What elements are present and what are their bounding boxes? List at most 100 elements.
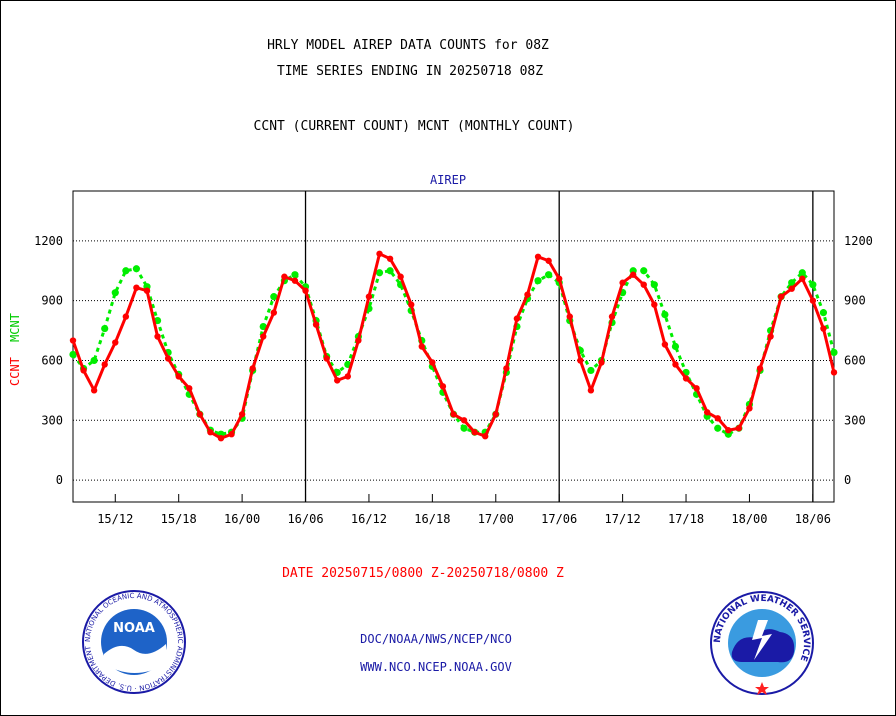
ccnt-point [555,275,563,282]
mcnt-point [386,267,394,275]
ccnt-point [703,409,711,416]
y-tick-label-left: 1200 [34,234,63,248]
ccnt-point [460,417,468,424]
ccnt-point [249,365,256,372]
x-tick-label: 17/18 [668,512,704,526]
ccnt-point [217,435,225,442]
ccnt-point [355,337,362,344]
y-tick-label-left: 600 [41,353,63,367]
ccnt-point [291,277,299,284]
mcnt-point [714,424,722,432]
mcnt-point [132,265,141,273]
ccnt-point [471,429,478,436]
x-tick-label: 18/00 [731,512,767,526]
x-tick-label: 17/12 [605,512,641,526]
ccnt-series [69,250,838,442]
ccnt-point [482,433,489,440]
ccnt-point [682,375,690,382]
ccnt-point [302,287,309,294]
noaa-wordmark: NOAA [113,621,155,636]
ccnt-point [756,365,764,372]
mcnt-point [640,267,648,275]
mcnt-point [101,324,109,333]
mcnt-point [291,271,299,279]
ccnt-point [503,365,510,372]
website-link[interactable]: WWW.NCO.NCEP.NOAA.GOV [360,660,512,674]
mcnt-point [259,322,267,331]
ccnt-point [186,385,193,392]
ccnt-point [439,383,447,390]
mcnt-point [460,424,468,432]
ccnt-point [651,301,658,308]
mcnt-point [375,269,384,277]
ccnt-point [334,377,341,384]
org-path-link[interactable]: DOC/NOAA/NWS/NCEP/NCO [360,632,512,646]
x-tick-label: 16/12 [351,512,387,526]
ccnt-point [640,281,647,288]
plot-area [72,190,835,503]
ccnt-point [598,359,605,366]
y-tick-label-left: 900 [41,294,63,308]
ccnt-point [608,313,616,320]
ccnt-point [312,321,320,328]
ccnt-point [196,411,204,418]
y-ticks-right: 0 300 600 900 1200 [844,234,873,487]
mcnt-point [122,267,130,275]
ccnt-point [112,339,119,346]
mcnt-point [650,281,658,289]
mcnt-point [111,289,119,297]
mcnt-point [671,342,680,351]
ccnt-point [376,250,383,257]
mcnt-point [798,269,806,277]
ccnt-point [281,273,288,280]
ccnt-point [524,291,531,298]
x-tick-label: 16/18 [414,512,450,526]
mcnt-point [270,293,278,301]
ccnt-point [80,367,87,374]
y-ticks-left: 0 300 600 900 1200 [34,234,63,487]
ccnt-point [777,293,785,300]
mcnt-point [830,348,838,357]
ccnt-point [408,301,415,308]
ccnt-point [101,361,108,368]
y-tick-label-right: 900 [844,294,866,308]
ccnt-point [513,315,521,322]
ccnt-point [788,285,795,292]
ccnt-point [344,373,352,380]
ccnt-point [725,427,732,434]
x-tick-label: 18/06 [795,512,831,526]
ccnt-point [386,255,394,262]
chart-subtitle: TIME SERIES ENDING IN 20250718 08Z [276,64,544,79]
ccnt-point [143,287,151,294]
ccnt-line [71,252,836,440]
y-tick-label-right: 300 [844,413,866,427]
ccnt-point [450,411,457,418]
mcnt-point [587,366,595,375]
ccnt-point [429,359,436,366]
chart-title: HRLY MODEL AIREP DATA COUNTS for 08Z [267,38,549,53]
x-tick-label: 16/06 [287,512,323,526]
ccnt-point [228,431,235,438]
ccnt-point [492,411,499,418]
ccnt-point [207,429,214,436]
mcnt-point [90,356,98,365]
ccnt-point [164,355,172,362]
mcnt-point [788,279,796,287]
ccnt-point [830,369,838,376]
y-tick-label-left: 300 [41,413,63,427]
ccnt-point [133,284,140,291]
y-tick-label-left: 0 [56,473,63,487]
ccnt-point [714,415,721,422]
ccnt-point [534,253,542,260]
y-tick-label-right: 1200 [844,234,873,248]
ccnt-point [799,275,806,282]
ccnt-point [154,333,161,340]
mcnt-point [819,309,828,317]
x-ticks: 15/12 15/18 16/00 16/06 16/12 16/18 17/00 17/06… [97,494,831,526]
ccnt-point [820,325,827,332]
x-tick-label: 16/00 [224,512,260,526]
ccnt-point [90,387,98,394]
mcnt-point [534,277,542,285]
y-axis-label-mcnt: MCNT [8,313,22,342]
